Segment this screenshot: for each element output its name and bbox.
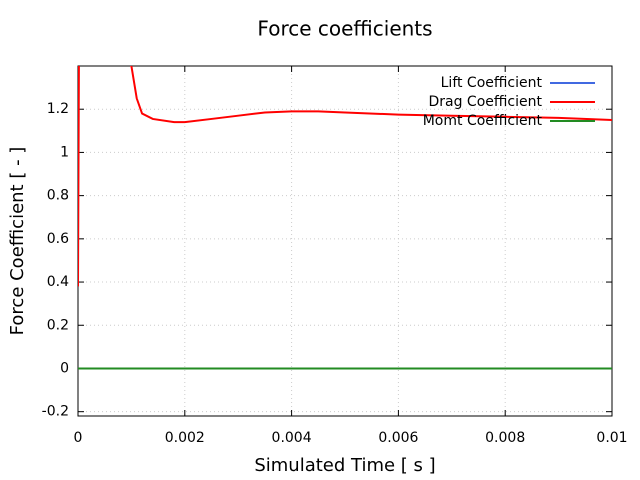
plot-area bbox=[78, 66, 612, 370]
y-tick-label: -0.2 bbox=[42, 404, 69, 420]
y-tick-label: 0.6 bbox=[47, 231, 69, 247]
x-tick-label: 0 bbox=[74, 430, 83, 446]
y-tick-label: 1.2 bbox=[47, 101, 69, 117]
x-tick-label: 0.002 bbox=[165, 430, 205, 446]
line-series bbox=[78, 66, 612, 287]
y-axis-label: Force Coefficient [ - ] bbox=[7, 147, 28, 336]
y-tick-label: 0.4 bbox=[47, 274, 69, 290]
x-tick-label: 0.004 bbox=[272, 430, 312, 446]
legend-label: Momt Coefficient bbox=[423, 113, 543, 129]
legend-label: Drag Coefficient bbox=[428, 94, 542, 110]
legend-label: Lift Coefficient bbox=[441, 75, 543, 91]
x-tick-label: 0.01 bbox=[596, 430, 627, 446]
y-tick-label: 0 bbox=[60, 360, 69, 376]
chart-title: Force coefficients bbox=[257, 17, 432, 41]
y-tick-label: 0.2 bbox=[47, 317, 69, 333]
x-tick-label: 0.006 bbox=[378, 430, 418, 446]
y-tick-label: 0.8 bbox=[47, 188, 69, 204]
y-tick-label: 1 bbox=[60, 144, 69, 160]
x-tick-label: 0.008 bbox=[485, 430, 525, 446]
x-axis-label: Simulated Time [ s ] bbox=[254, 455, 435, 476]
